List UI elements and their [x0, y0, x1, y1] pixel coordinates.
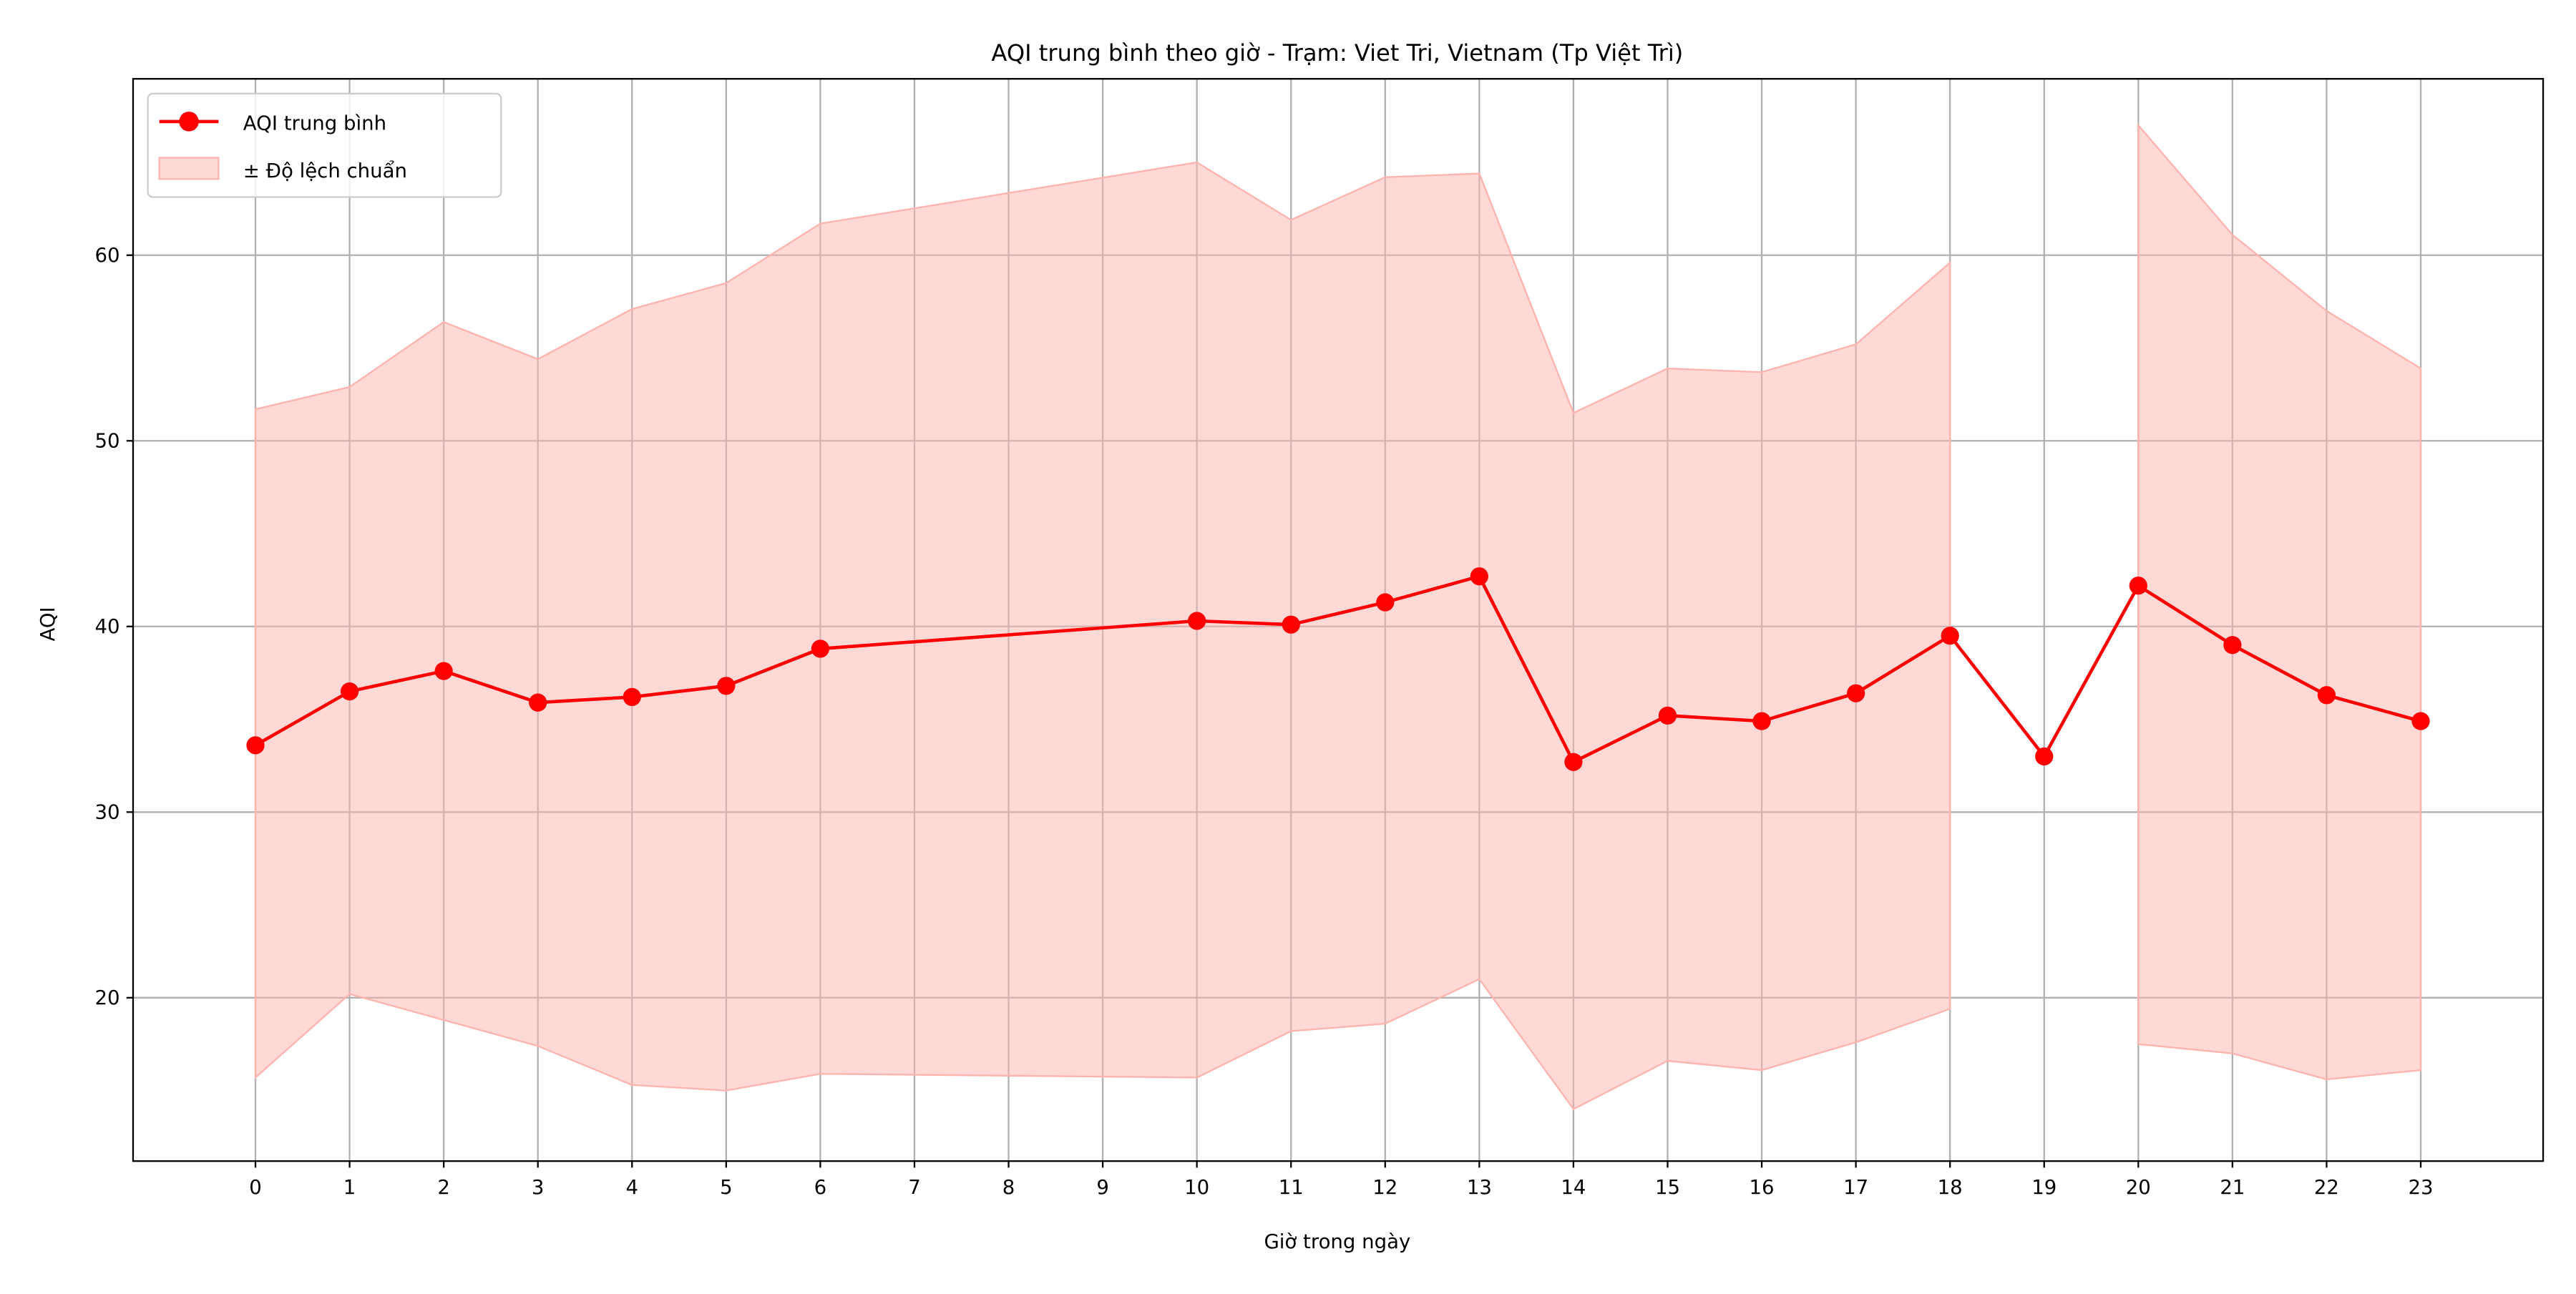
mean-aqi-point	[1282, 615, 1300, 634]
x-tick-label: 12	[1372, 1176, 1397, 1199]
x-tick-label: 23	[2408, 1176, 2433, 1199]
x-tick-label: 2	[437, 1176, 450, 1199]
y-tick-label: 50	[95, 429, 120, 452]
x-tick-label: 1	[343, 1176, 356, 1199]
y-axis-label: AQI	[36, 607, 59, 641]
mean-aqi-point	[434, 662, 453, 680]
x-tick-label: 15	[1655, 1176, 1680, 1199]
legend-label-std: ± Độ lệch chuẩn	[243, 160, 407, 182]
x-tick-label: 20	[2126, 1176, 2151, 1199]
mean-aqi-point	[2035, 747, 2054, 766]
mean-aqi-point	[2129, 577, 2147, 595]
legend-band-swatch	[158, 157, 220, 180]
mean-aqi-point	[2223, 636, 2242, 655]
mean-aqi-point	[1752, 712, 1771, 730]
x-ticks: 0 1 2 3 4 5 6 7 8 9 10 11 12 13 14 15 16 17 18 19 20 21 22 23	[249, 1161, 2434, 1199]
legend: AQI trung bình ± Độ lệch chuẩn	[147, 92, 502, 198]
legend-label-mean: AQI trung bình	[243, 112, 386, 134]
mean-points-layer	[246, 567, 2430, 771]
y-tick-label: 60	[95, 244, 120, 267]
mean-aqi-point	[529, 693, 547, 712]
x-tick-label: 17	[1843, 1176, 1868, 1199]
mean-aqi-point	[623, 687, 641, 707]
x-tick-label: 21	[2220, 1176, 2245, 1199]
x-tick-label: 19	[2031, 1176, 2057, 1199]
legend-box	[147, 92, 502, 198]
std-band-area	[2137, 122, 2422, 1081]
y-tick-label: 40	[95, 615, 120, 638]
x-tick-label: 3	[532, 1176, 545, 1199]
y-ticks: 20 30 40 50 60	[95, 244, 133, 1009]
mean-aqi-point	[2317, 686, 2336, 705]
x-axis-label: Giờ trong ngày	[1264, 1230, 1410, 1253]
legend-marker-swatch	[179, 112, 199, 132]
x-tick-label: 5	[720, 1176, 733, 1199]
x-tick-label: 9	[1096, 1176, 1109, 1199]
mean-aqi-point	[1376, 593, 1395, 612]
mean-aqi-point	[811, 639, 830, 658]
x-tick-label: 22	[2314, 1176, 2339, 1199]
x-tick-label: 18	[1938, 1176, 1963, 1199]
x-tick-label: 7	[908, 1176, 921, 1199]
x-tick-label: 14	[1561, 1176, 1586, 1199]
plot-area-frame	[132, 78, 2545, 1162]
chart-title: AQI trung bình theo giờ - Trạm: Viet Tri…	[991, 39, 1683, 67]
mean-aqi-point	[1188, 612, 1206, 630]
mean-aqi-point	[717, 677, 736, 695]
mean-aqi-point	[1941, 627, 1959, 645]
mean-aqi-point	[340, 682, 359, 701]
y-tick-label: 20	[95, 986, 120, 1009]
mean-aqi-point	[2411, 712, 2430, 730]
x-tick-label: 8	[1002, 1176, 1015, 1199]
x-tick-label: 0	[249, 1176, 262, 1199]
std-band-layer	[254, 122, 2422, 1111]
std-band-area	[254, 161, 1951, 1111]
x-tick-label: 6	[814, 1176, 827, 1199]
mean-aqi-point	[1846, 684, 1865, 702]
x-tick-label: 11	[1279, 1176, 1304, 1199]
x-tick-label: 13	[1467, 1176, 1492, 1199]
y-tick-label: 30	[95, 800, 120, 823]
mean-aqi-point	[1470, 567, 1488, 586]
mean-aqi-point	[246, 736, 265, 755]
x-tick-label: 16	[1750, 1176, 1775, 1199]
mean-aqi-point	[1658, 706, 1677, 725]
mean-aqi-point	[1564, 753, 1583, 771]
x-tick-label: 4	[626, 1176, 639, 1199]
x-tick-label: 10	[1184, 1176, 1209, 1199]
